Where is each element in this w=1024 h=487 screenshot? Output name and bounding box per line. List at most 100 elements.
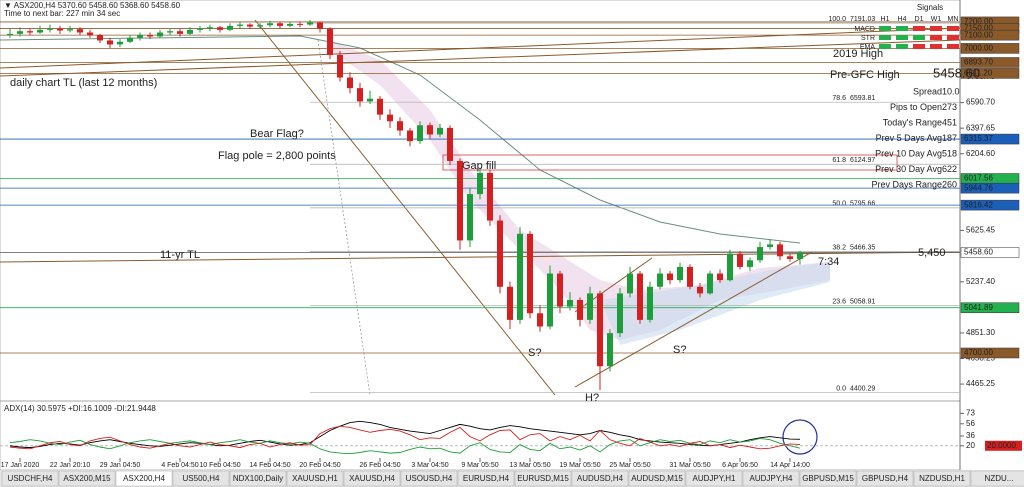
tab[interactable] [400, 470, 458, 487]
annotation: daily chart TL (last 12 months) [10, 77, 157, 89]
tab-label[interactable]: AUDJPY,H1 [693, 474, 737, 483]
tab-label[interactable]: ASX200,H4 [123, 474, 165, 483]
candle-body [337, 55, 343, 78]
indicator-tick-label: 73 [966, 408, 975, 417]
tab-label[interactable]: NDX100,Daily [233, 474, 283, 483]
tab[interactable] [628, 470, 686, 487]
level-label: 5944.76 [964, 183, 993, 192]
signals-title: Signals [917, 3, 943, 12]
annotation: 7:34 [818, 256, 839, 268]
tab[interactable] [571, 470, 629, 487]
tab-label[interactable]: EURUSD,H4 [463, 474, 510, 483]
tab-label[interactable]: GBPUSD,M15 [802, 474, 854, 483]
candle-body [667, 273, 673, 281]
signal-cell [896, 44, 908, 49]
tab-label[interactable]: GBPUSD,H4 [862, 474, 909, 483]
signal-cell [896, 26, 908, 31]
indicator-tick-label: 20 [966, 441, 975, 450]
x-tick-label: 31 Mar 05:50 [669, 462, 710, 469]
candle-body [567, 300, 573, 307]
tab-label[interactable]: AUDJPY,H4 [750, 474, 794, 483]
candle-body [437, 127, 443, 135]
tab-label[interactable]: ASX200,M15 [63, 474, 111, 483]
tab[interactable] [970, 470, 1024, 487]
highlight-circle [782, 419, 818, 455]
tab[interactable] [742, 470, 800, 487]
tab[interactable] [514, 470, 572, 487]
tab[interactable] [343, 470, 401, 487]
candle-body [577, 300, 583, 320]
tab[interactable] [913, 470, 971, 487]
tab-label[interactable]: US500,H4 [183, 474, 220, 483]
candle-body [607, 333, 613, 367]
tab[interactable] [229, 470, 287, 487]
tab-label[interactable]: XAUUSD,H4 [349, 474, 395, 483]
candle-body [727, 253, 733, 281]
candle-body [487, 172, 493, 221]
candle-body [717, 273, 723, 281]
level-label: 4700.00 [964, 348, 993, 357]
signals-row: STR [861, 35, 875, 42]
candle-body [377, 98, 383, 115]
tab-label[interactable]: AUDUSD,M15 [631, 474, 683, 483]
tab-label[interactable]: EURUSD,M15 [517, 474, 569, 483]
tab[interactable] [58, 470, 116, 487]
tab[interactable] [115, 470, 173, 487]
candle-body [777, 244, 783, 257]
indicator-line [9, 420, 801, 449]
candle-body [407, 130, 413, 142]
x-tick-label: 19 Mar 05:50 [559, 462, 600, 469]
signal-cell [930, 26, 942, 31]
tab-label[interactable]: USOUSD,H4 [406, 474, 453, 483]
moving-average [0, 35, 801, 244]
candle-body [27, 31, 33, 33]
level-box [960, 199, 1020, 211]
x-tick-label: 22 Jan 20:10 [50, 462, 91, 469]
candle-body [17, 31, 23, 34]
fib-value: 5466.35 [850, 244, 875, 251]
tab[interactable] [457, 470, 515, 487]
info-label: Prev 30 Day Avg [875, 164, 942, 174]
cloud [330, 40, 830, 340]
info-value: 260 [942, 179, 957, 189]
tab[interactable] [1, 470, 59, 487]
y-tick-label: 6590.70 [966, 98, 995, 107]
tab-label[interactable]: NZDU... [985, 474, 1014, 483]
tab[interactable] [286, 470, 344, 487]
candle-body [347, 77, 353, 89]
x-tick-label: 13 Mar 05:50 [509, 462, 550, 469]
candle-body [137, 35, 143, 38]
tab[interactable] [685, 470, 743, 487]
candle-body [47, 28, 53, 30]
candle-body [37, 29, 43, 33]
candle-body [387, 114, 393, 122]
bar-timer: Time to next bar: 227 min 34 sec [4, 9, 120, 18]
tab[interactable] [856, 470, 914, 487]
candle-body [457, 160, 463, 241]
signal-cell [913, 26, 925, 31]
candle-body [127, 37, 133, 42]
signal-cell [930, 35, 942, 40]
tab-label[interactable]: USDCHF,H4 [8, 474, 53, 483]
candle-body [87, 32, 93, 36]
annotation: H? [585, 392, 599, 404]
tab-label[interactable]: AUDUSD,H4 [577, 474, 624, 483]
signal-cell [913, 44, 925, 49]
annotation: S? [673, 344, 686, 356]
info-value: 273 [942, 102, 957, 112]
annotation: S? [528, 347, 541, 359]
y-tick-label: 4465.25 [966, 379, 995, 388]
info-value: 518 [942, 148, 957, 158]
indicator-label: ADX(14) 30.5975 +DI:16.1009 -DI:21.9448 [4, 404, 156, 413]
annotation: 5,450 [918, 247, 946, 259]
signal-cell [879, 35, 891, 40]
level-box [960, 43, 1020, 54]
tab[interactable] [172, 470, 230, 487]
x-tick-label: 9 Mar 05:50 [461, 462, 498, 469]
tab[interactable] [799, 470, 857, 487]
tab-label[interactable]: NZDUSD,H1 [919, 474, 965, 483]
tab-label[interactable]: XAUUSD,H1 [292, 474, 338, 483]
candle-body [157, 32, 163, 37]
signals-column: W1 [931, 16, 942, 23]
indicator-tick-label: 36 [966, 431, 975, 440]
